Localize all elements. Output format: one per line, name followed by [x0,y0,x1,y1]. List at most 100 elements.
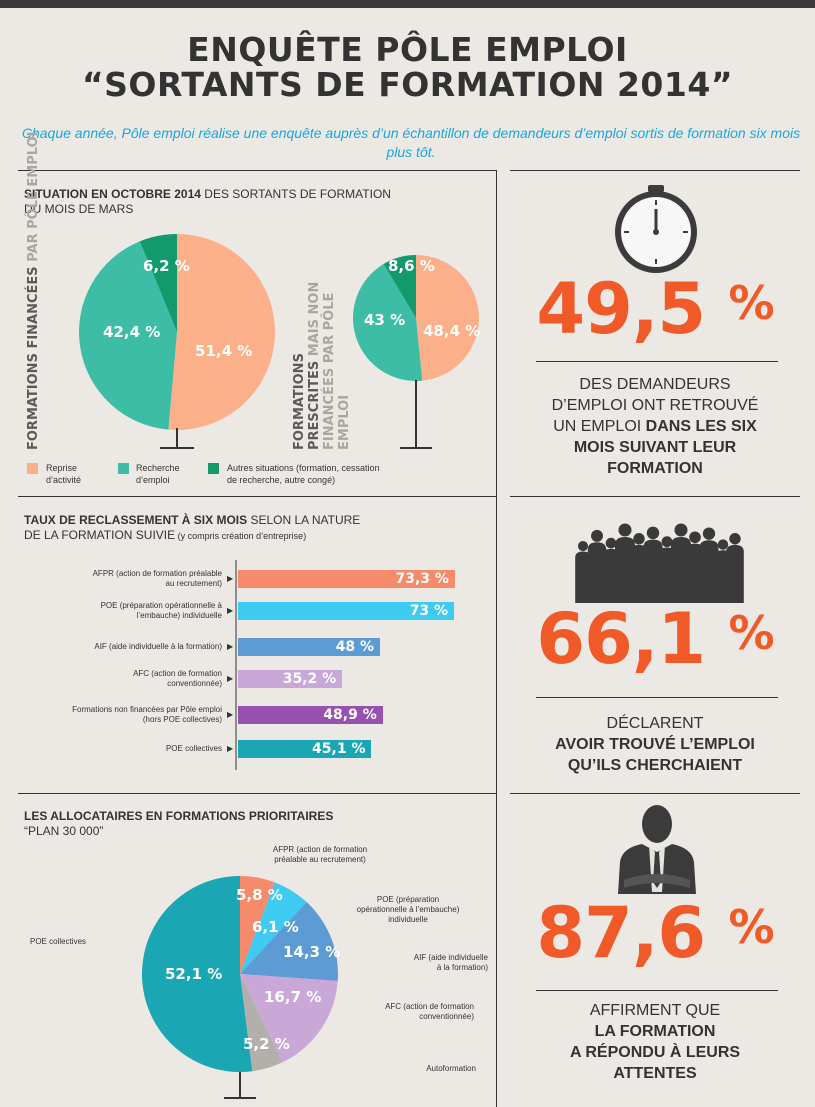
pie3-label-afpr: 5,8 % [236,886,283,904]
person-head [702,527,716,540]
pie1-label-reprise: 51,4 % [195,342,253,360]
section3-top-rule [18,793,496,794]
stat2-rule [536,697,778,698]
pie3-callout-aif: AIF (aide individuelle à la formation) [413,953,488,972]
stat1-caption: DES DEMANDEURS D’EMPLOI ONT RETROUVÉ UN … [551,376,759,477]
pie-chart-plan-30000 [142,876,338,1072]
pie3-callout-afc: AFC (action de formation conventionnée) [385,1002,474,1021]
person-body [643,539,663,603]
column-divider [496,170,497,1107]
pie3-slice-2 [240,902,338,982]
section1-title-rest: DES SORTANTS DE FORMATION [200,187,391,201]
intro-text: Chaque année, Pôle emploi réalise une en… [21,125,801,160]
pie1-label-autres: 6,2 % [143,257,190,275]
pie3-slice-0 [240,876,275,974]
crowd-icon [575,523,744,603]
person-body [699,540,719,603]
person-head [591,529,603,542]
section3-title-line2: “PLAN 30 000” [24,824,104,838]
pie2-label-recherche: 43 % [364,311,406,329]
pie3-label-afc: 16,7 % [264,988,322,1006]
stat2-caption: DÉCLARENT AVOIR TROUVÉ L’EMPLOI QU’ILS C… [555,715,755,774]
bar: 48,9 % [238,706,383,724]
person-body [615,537,635,603]
section2-title-small: (y compris création d’entreprise) [175,531,307,541]
legend-swatch-autres [208,463,219,474]
legend-swatch-reprise [27,463,38,474]
person-body [575,551,591,603]
section2-top-rule [18,496,496,497]
pie3-slice-5 [142,876,253,1072]
businessman-icon [618,805,696,894]
bar-category-label: POE (préparation opérationnelle à l’embau… [100,601,222,620]
legend-autres: Autres situations (formation, cessation … [227,463,380,485]
bar-category-label: AFPR (action de formation préalable au re… [92,569,222,588]
legend-reprise: Reprise d’activité [46,463,82,485]
bar-arrow-icon: ▶ [227,606,234,615]
pie3-slice-1 [240,882,307,974]
section3-title: LES ALLOCATAIRES EN FORMATIONS PRIORITAI… [24,809,484,839]
bar-arrow-icon: ▶ [227,574,234,583]
pie2-slice-0 [416,255,480,381]
pie3-label-aif: 14,3 % [283,943,341,961]
section2-title-line2: DE LA FORMATION SUIVIE [24,528,176,542]
bar-arrow-icon: ▶ [227,642,234,651]
pie3-slice-4 [240,974,283,1072]
section2-title-rest: SELON LA NATURE [247,513,361,527]
pie1-slice-0 [168,234,275,431]
pie3-callout-afpr: AFPR (action de formation préalable au re… [272,845,368,864]
section1-title: SITUATION EN OCTOBRE 2014 DES SORTANTS D… [24,187,484,217]
section1-top-rule [18,170,496,171]
pie1-label-recherche: 42,4 % [103,323,161,341]
legend-swatch-recherche [118,463,129,474]
legend-recherche: Recherche d’emploi [136,463,180,485]
person-head [674,523,688,537]
top-bar [0,0,815,8]
person-head [717,539,729,550]
person-head [618,523,632,537]
page-title-line1: ENQUÊTE PÔLE EMPLOI [187,30,628,69]
person-body [630,544,648,603]
bar: 73 % [238,602,455,620]
person-head [577,540,589,552]
stat3-caption: AFFIRMENT QUE LA FORMATION A RÉPONDU À L… [569,1002,741,1082]
pie3-callout-autoformation: Autoformation [426,1064,476,1073]
section1-title-bold: SITUATION EN OCTOBRE 2014 [24,187,201,201]
pie3-slice-3 [240,974,338,1063]
person-head [605,537,617,549]
bar-arrow-icon: ▶ [227,744,234,753]
right-top-rule [510,170,800,171]
person-head [661,536,673,548]
person-head [633,533,645,545]
person-head [646,526,660,540]
bar-category-label: Formations non financées par Pôle emploi… [72,705,222,724]
right-mid-rule-1 [510,496,800,497]
stat3-number: 87,6 % [536,892,774,974]
pie1-slice-2 [139,234,177,332]
stat3-rule [536,990,778,991]
stat1-rule [536,361,778,362]
right-mid-rule-2 [510,793,800,794]
section3-title-line1: LES ALLOCATAIRES EN FORMATIONS PRIORITAI… [24,809,334,823]
stat1-number: 49,5 % [536,268,774,350]
person-body [726,544,744,603]
stat2-number: 66,1 % [536,598,774,680]
section2-title: TAUX DE RECLASSEMENT À SIX MOIS SELON LA… [24,513,484,544]
person-body [587,542,607,603]
bar: 73,3 % [238,570,455,588]
pie2-label-reprise: 48,4 % [423,322,481,340]
pie2-slice-1 [352,263,423,381]
pie-chart-financees [79,234,275,431]
pie3-callout-poe-ind: POE (préparation opérationnelle à l’embau… [356,895,460,924]
clock-icon [615,185,697,273]
bar: 48 % [238,638,381,656]
pie3-callout-poe-collectives: POE collectives [30,937,87,946]
bar-arrow-icon: ▶ [227,710,234,719]
pie1-slice-1 [79,241,177,430]
section2-title-bold: TAUX DE RECLASSEMENT À SIX MOIS [24,513,248,527]
pie-chart-non-financees [352,255,480,381]
bar-category-label: AIF (aide individuelle à la formation) [94,642,222,651]
bar: 45,1 % [238,740,372,758]
section1-title-line2: DU MOIS DE MARS [24,202,134,216]
